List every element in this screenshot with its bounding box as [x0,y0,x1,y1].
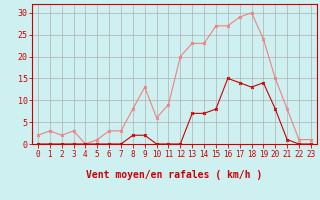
X-axis label: Vent moyen/en rafales ( km/h ): Vent moyen/en rafales ( km/h ) [86,170,262,180]
